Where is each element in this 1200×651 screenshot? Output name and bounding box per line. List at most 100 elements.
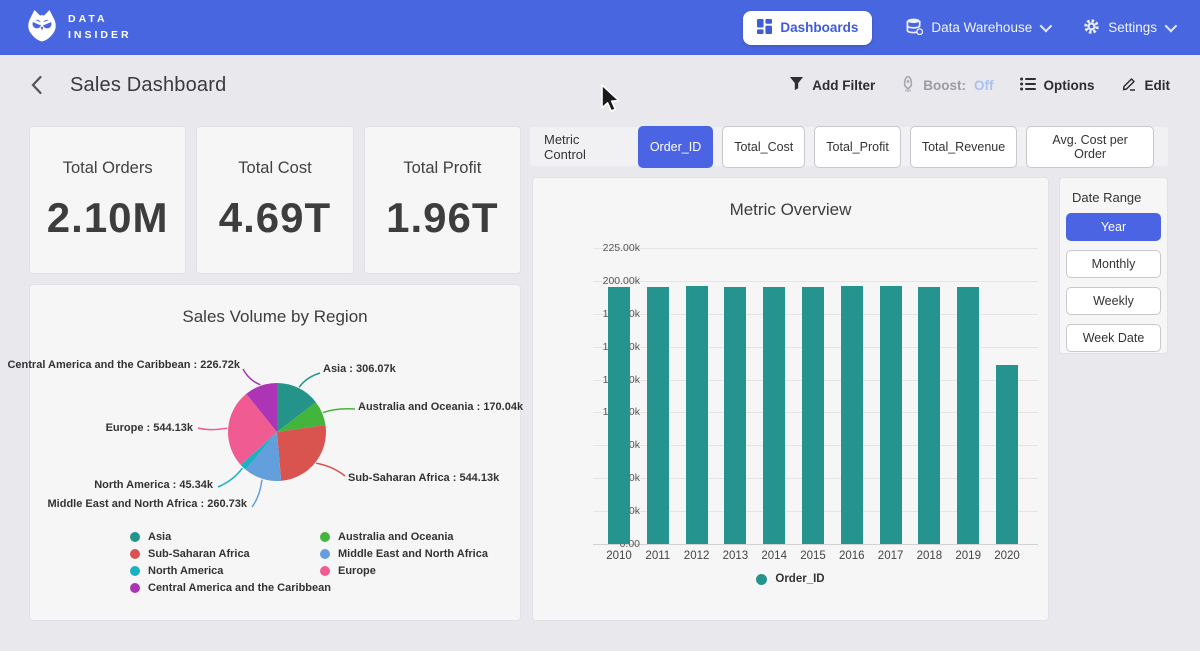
legend-dot bbox=[130, 583, 140, 593]
x-axis-tick: 2011 bbox=[645, 550, 671, 562]
edit-button[interactable]: Edit bbox=[1121, 76, 1170, 95]
pie-chart-title: Sales Volume by Region bbox=[182, 307, 368, 326]
kpi-card-1: Total Cost 4.69T bbox=[197, 127, 353, 273]
pie-leader-line bbox=[322, 408, 356, 414]
bar-2018[interactable] bbox=[918, 286, 941, 544]
pie-slice-north-america[interactable] bbox=[240, 432, 277, 470]
gear-icon bbox=[1083, 18, 1100, 38]
bar-2020[interactable] bbox=[996, 365, 1018, 544]
bar-2011[interactable] bbox=[646, 286, 669, 544]
nav-dashboards-button[interactable]: Dashboards bbox=[743, 10, 873, 45]
legend-item-sub-saharan-africa[interactable]: Sub-Saharan Africa bbox=[130, 548, 250, 560]
gridline bbox=[593, 248, 1038, 249]
pie-slice-sub-saharan-africa[interactable] bbox=[277, 424, 326, 481]
kpi-label: Total Cost bbox=[238, 158, 312, 177]
bar-2013[interactable] bbox=[724, 286, 747, 544]
metric-option-total-profit[interactable]: Total_Profit bbox=[814, 125, 901, 168]
date-range-monthly[interactable]: Monthly bbox=[1066, 250, 1161, 278]
bar-2012[interactable] bbox=[685, 285, 708, 544]
metric-control-label: Metric Control bbox=[544, 131, 586, 162]
brand-name: DATA INSIDER bbox=[68, 13, 132, 41]
legend-dot bbox=[130, 566, 140, 576]
metric-button-group: Order_ID Total_Cost Total_Profit Total_Reve… bbox=[637, 125, 1154, 168]
legend-label: Order_ID bbox=[775, 573, 825, 585]
date-range-label: Date Range bbox=[1072, 190, 1142, 205]
date-range-weekly[interactable]: Weekly bbox=[1066, 287, 1161, 315]
page-title: Sales Dashboard bbox=[70, 73, 227, 96]
x-axis-tick: 2018 bbox=[916, 550, 943, 562]
pie-slice-europe[interactable] bbox=[228, 393, 277, 465]
pie-label-central-america-and-the-caribbean: Central America and the Caribbean : 226.… bbox=[7, 359, 240, 371]
y-axis-tick: 200.00k bbox=[602, 274, 640, 287]
y-axis-tick: 225.00k bbox=[602, 242, 640, 254]
legend-item-middle-east-and-north-africa[interactable]: Middle East and North Africa bbox=[320, 548, 488, 560]
kpi-label: Total Profit bbox=[403, 158, 482, 177]
options-button[interactable]: Options bbox=[1019, 77, 1095, 94]
dashboards-grid-icon bbox=[757, 18, 773, 37]
metric-option-total-revenue[interactable]: Total_Revenue bbox=[909, 125, 1018, 168]
bar-2019[interactable] bbox=[957, 286, 980, 544]
pie-label-australia-and-oceania: Australia and Oceania : 170.04k bbox=[358, 401, 524, 413]
legend-item-asia[interactable]: Asia bbox=[130, 531, 171, 543]
pie-slice-central-america-and-the-caribbean[interactable] bbox=[246, 383, 277, 432]
pie-label-sub-saharan-africa: Sub-Saharan Africa : 544.13k bbox=[348, 472, 500, 484]
x-axis-tick: 2012 bbox=[683, 550, 710, 562]
date-range-card: Date Range Year Monthly Weekly Week Date bbox=[1060, 178, 1167, 353]
nav-settings[interactable]: Settings bbox=[1083, 18, 1178, 38]
metric-overview-card: Metric Overview 0.0025.00k50.00k75.00k10… bbox=[533, 178, 1048, 620]
legend-item-europe[interactable]: Europe bbox=[320, 565, 376, 577]
pie-chart bbox=[197, 368, 356, 508]
add-filter-button[interactable]: Add Filter bbox=[789, 76, 875, 94]
bar-2010[interactable] bbox=[608, 286, 630, 544]
legend-item-north-america[interactable]: North America bbox=[130, 565, 223, 577]
pie-slice-middle-east-and-north-africa[interactable] bbox=[245, 432, 282, 481]
kpi-label: Total Orders bbox=[62, 158, 153, 177]
kpi-row: Total Orders 2.10M Total Cost 4.69T Total Pr… bbox=[30, 127, 520, 273]
gridline bbox=[593, 280, 1038, 282]
legend-item-australia-and-oceania[interactable]: Australia and Oceania bbox=[320, 531, 454, 543]
metric-option-total-cost[interactable]: Total_Cost bbox=[722, 125, 806, 168]
bar-chart-legend[interactable]: Order_ID bbox=[533, 573, 1048, 585]
legend-dot bbox=[320, 549, 330, 559]
brand-logo[interactable]: DATA INSIDER bbox=[26, 8, 132, 47]
x-axis-tick: 2010 bbox=[606, 550, 632, 562]
pie-label-europe: Europe : 544.13k bbox=[105, 422, 193, 434]
pie-leader-line bbox=[298, 372, 321, 388]
kpi-value: 1.96T bbox=[386, 193, 499, 241]
bar-chart-plot: 0.0025.00k50.00k75.00k100.00k125.00k150.… bbox=[593, 242, 1038, 562]
legend-label: Europe bbox=[338, 565, 376, 577]
date-range-year[interactable]: Year bbox=[1066, 213, 1161, 241]
legend-dot bbox=[130, 549, 140, 559]
x-axis-tick: 2017 bbox=[877, 550, 904, 562]
back-button[interactable] bbox=[30, 74, 52, 96]
bar-2017[interactable] bbox=[879, 286, 902, 544]
pie-slice-australia-and-oceania[interactable] bbox=[277, 402, 326, 432]
metric-option-avg-cost-per-order[interactable]: Avg. Cost per Order bbox=[1026, 125, 1154, 168]
legend-dot bbox=[756, 573, 768, 585]
pie-label-north-america: North America : 45.34k bbox=[94, 479, 213, 491]
page-header: Sales Dashboard Add Filter Boost: Off bbox=[0, 55, 1200, 115]
boost-toggle[interactable]: Boost: Off bbox=[901, 74, 994, 95]
pie-leader-line bbox=[217, 467, 244, 488]
date-range-button-group: Year Monthly Weekly Week Date bbox=[1066, 213, 1161, 352]
legend-dot bbox=[320, 532, 330, 542]
x-axis-tick: 2013 bbox=[722, 550, 749, 562]
legend-dot bbox=[130, 532, 140, 542]
x-axis-tick: 2020 bbox=[994, 550, 1020, 562]
database-icon bbox=[906, 18, 924, 38]
bar-2015[interactable] bbox=[802, 286, 824, 544]
bar-2014[interactable] bbox=[763, 286, 786, 544]
bar-2016[interactable] bbox=[840, 285, 863, 544]
nav-data-warehouse[interactable]: Data Warehouse bbox=[906, 18, 1053, 38]
pencil-icon bbox=[1121, 76, 1137, 95]
metric-option-order-id[interactable]: Order_ID bbox=[637, 125, 714, 168]
date-range-week-date[interactable]: Week Date bbox=[1066, 324, 1161, 352]
metric-control-strip: Metric Control Order_ID Total_Cost Total_P… bbox=[530, 125, 1168, 168]
pie-slice-asia[interactable] bbox=[277, 383, 316, 432]
legend-label: Sub-Saharan Africa bbox=[148, 548, 250, 560]
kpi-value: 2.10M bbox=[46, 193, 169, 241]
legend-item-central-america-and-the-caribbean[interactable]: Central America and the Caribbean bbox=[130, 582, 331, 594]
pie-leader-line bbox=[197, 427, 228, 431]
top-navbar: DATA INSIDER Dashboards bbox=[0, 0, 1200, 55]
